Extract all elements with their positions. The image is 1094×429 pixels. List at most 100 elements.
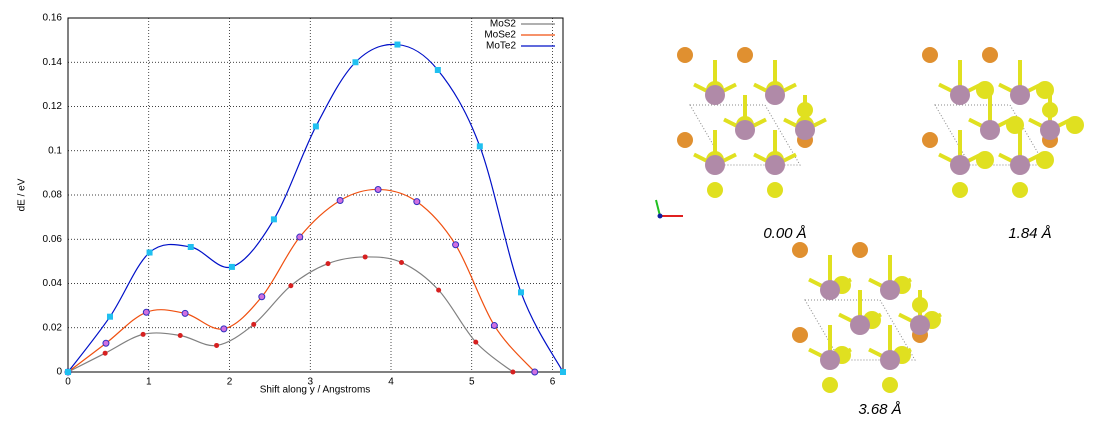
marker [102, 339, 110, 347]
x-tick-label: 6 [550, 377, 556, 388]
legend-label: MoSe2 [484, 30, 516, 41]
marker [452, 241, 460, 249]
series-line [67, 256, 514, 373]
marker [228, 263, 235, 270]
atom [1006, 116, 1024, 134]
atom [705, 155, 725, 175]
y-tick-label: 0 [56, 367, 62, 378]
cell [804, 299, 916, 361]
y-tick-label: 0.02 [43, 322, 63, 333]
atom [1036, 81, 1054, 99]
y-tick-label: 0.16 [43, 13, 63, 24]
atom [852, 242, 868, 258]
marker [436, 287, 442, 293]
atom [705, 85, 725, 105]
atom [822, 377, 838, 393]
atom [950, 155, 970, 175]
marker [214, 342, 220, 348]
marker [140, 331, 146, 337]
x-tick-label: 2 [227, 377, 233, 388]
marker [146, 249, 153, 256]
atom [1010, 155, 1030, 175]
y-axis-label: dE / eV [17, 178, 28, 211]
marker [296, 233, 304, 241]
atom [880, 280, 900, 300]
atom [737, 47, 753, 63]
atom [1066, 116, 1084, 134]
atom [850, 315, 870, 335]
series-line [67, 43, 564, 373]
y-tick-label: 0.12 [43, 101, 63, 112]
marker [434, 66, 441, 73]
y-tick-label: 0.14 [43, 57, 63, 68]
marker [560, 369, 566, 375]
marker [181, 309, 189, 317]
marker [220, 325, 228, 333]
marker [490, 322, 498, 330]
y-tick-label: 0.06 [43, 234, 63, 245]
atom [707, 182, 723, 198]
atom [882, 377, 898, 393]
x-axis-label: Shift along y / Angstroms [260, 385, 371, 396]
atom [1040, 120, 1060, 140]
legend-label: MoTe2 [486, 41, 516, 52]
atom [910, 315, 930, 335]
atom [952, 182, 968, 198]
marker [312, 123, 319, 130]
marker [177, 332, 183, 338]
atom [677, 47, 693, 63]
marker [288, 283, 294, 289]
structure-caption: 3.68 Å [858, 401, 901, 418]
atom [976, 81, 994, 99]
atom [820, 350, 840, 370]
atom [976, 151, 994, 169]
structure-caption: 1.84 Å [1008, 225, 1051, 242]
atom [982, 47, 998, 63]
legend-label: MoS2 [490, 19, 517, 30]
atom [795, 120, 815, 140]
series-line [67, 188, 536, 373]
marker [352, 59, 359, 66]
structures [677, 47, 1084, 393]
y-tick-label: 0.04 [43, 278, 63, 289]
marker [518, 289, 525, 296]
atom [1012, 182, 1028, 198]
atom [792, 327, 808, 343]
x-tick-label: 3 [307, 377, 313, 388]
x-tick-label: 1 [146, 377, 152, 388]
marker [251, 321, 257, 327]
marker [187, 243, 194, 250]
atom [767, 182, 783, 198]
marker [102, 350, 108, 356]
atom [1010, 85, 1030, 105]
atom [980, 120, 1000, 140]
x-tick-label: 5 [469, 377, 475, 388]
marker [531, 368, 539, 376]
atom [950, 85, 970, 105]
x-tick-label: 4 [388, 377, 394, 388]
atom [880, 350, 900, 370]
marker [142, 308, 150, 316]
atom [765, 155, 785, 175]
marker [65, 369, 71, 375]
atom [820, 280, 840, 300]
marker [336, 197, 344, 205]
atom [797, 102, 813, 118]
marker [362, 254, 368, 260]
atom [792, 242, 808, 258]
marker [473, 339, 479, 345]
atom [1036, 151, 1054, 169]
atom [912, 297, 928, 313]
marker [325, 261, 331, 267]
cell [689, 104, 801, 166]
marker [258, 293, 266, 301]
y-tick-label: 0.1 [48, 145, 62, 156]
atom [922, 132, 938, 148]
marker [510, 369, 516, 375]
atom [765, 85, 785, 105]
marker [476, 143, 483, 150]
marker [374, 185, 382, 193]
atom [735, 120, 755, 140]
axis-triad [655, 199, 683, 219]
